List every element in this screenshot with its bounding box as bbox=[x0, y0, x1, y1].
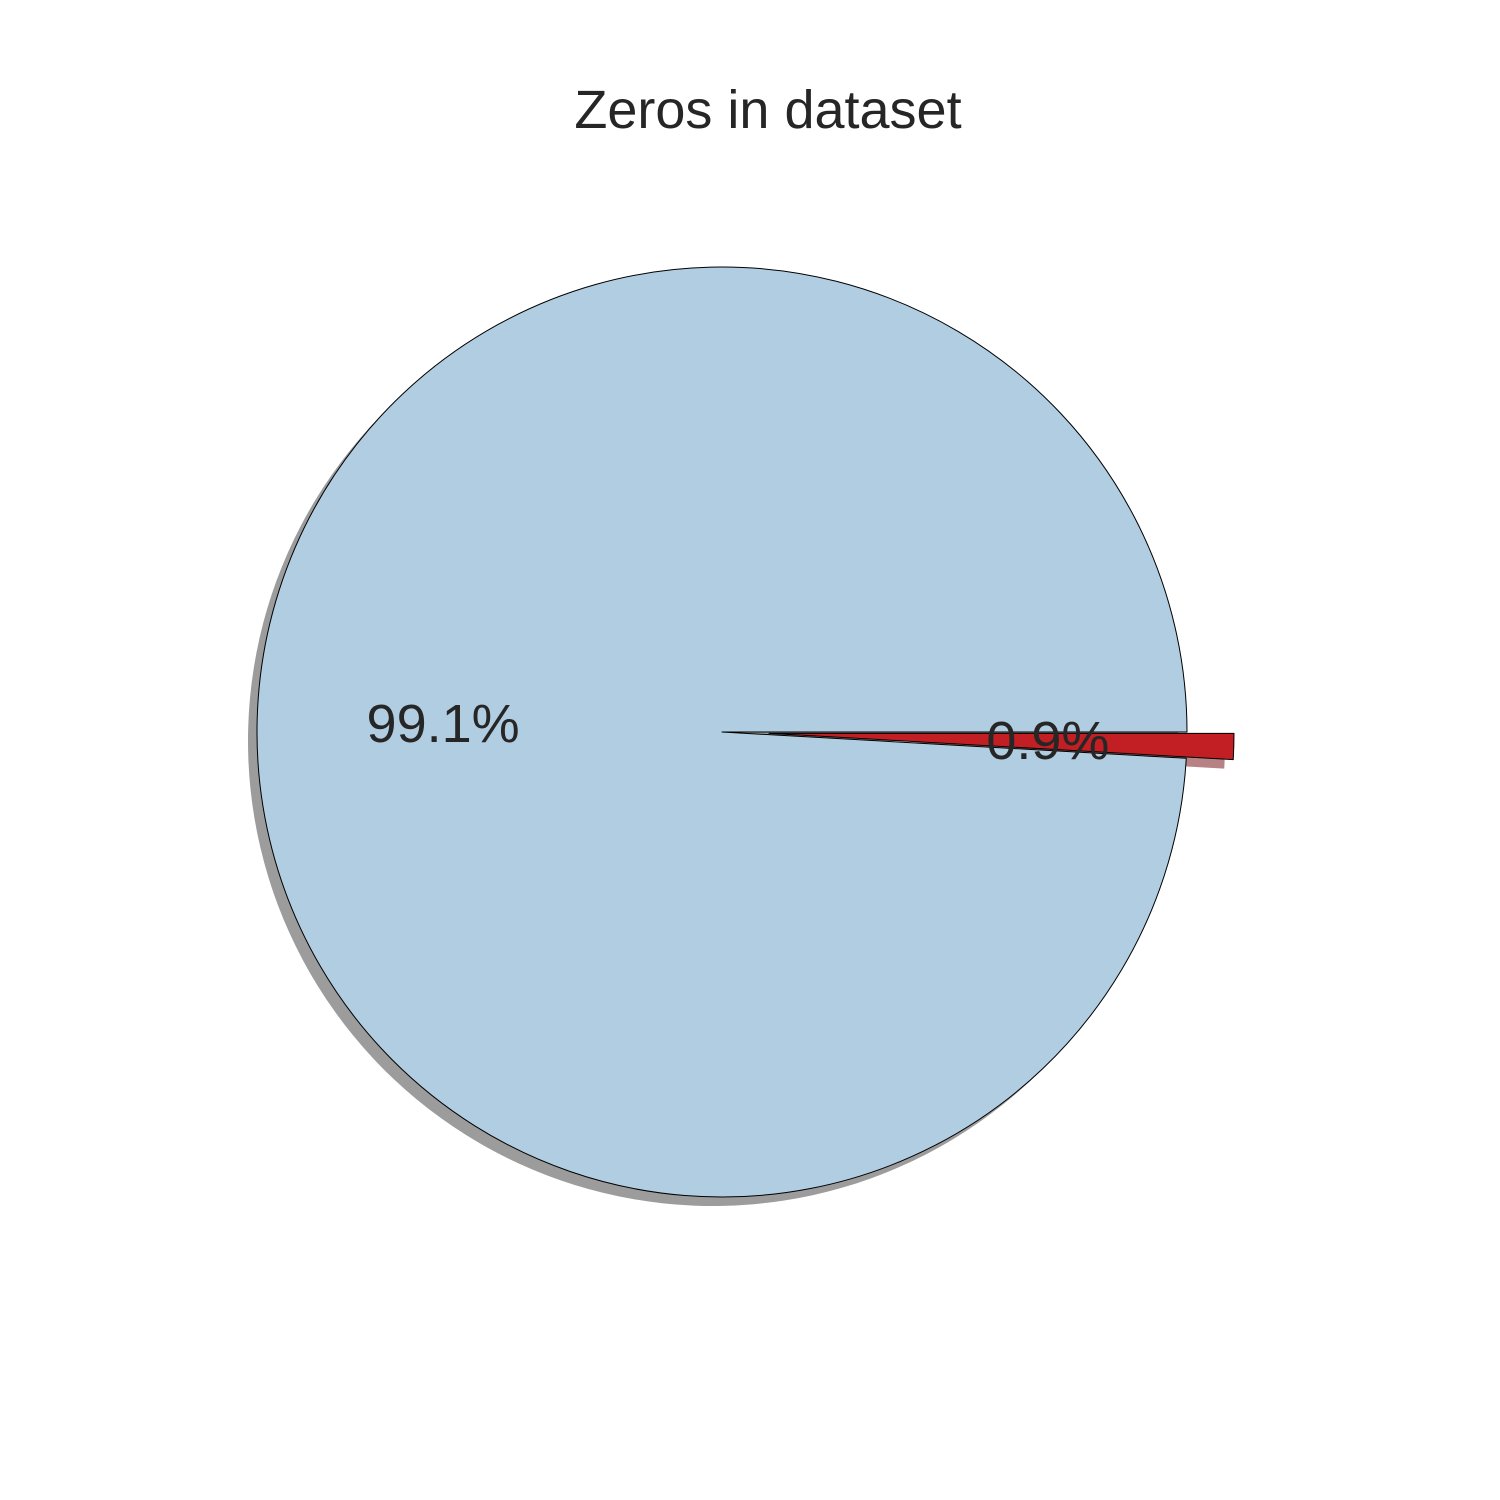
slice-2-percent-label: 0.9% bbox=[986, 711, 1109, 771]
pie-label-layer: 99.1% 0.9% bbox=[367, 694, 1110, 771]
pie-slice-layer bbox=[256, 266, 1235, 1198]
pie-slice-2 bbox=[768, 732, 1235, 761]
chart-title: Zeros in dataset bbox=[574, 80, 961, 140]
slice-1-percent-label: 99.1% bbox=[367, 694, 520, 754]
pie-slice-1 bbox=[256, 266, 1188, 1198]
